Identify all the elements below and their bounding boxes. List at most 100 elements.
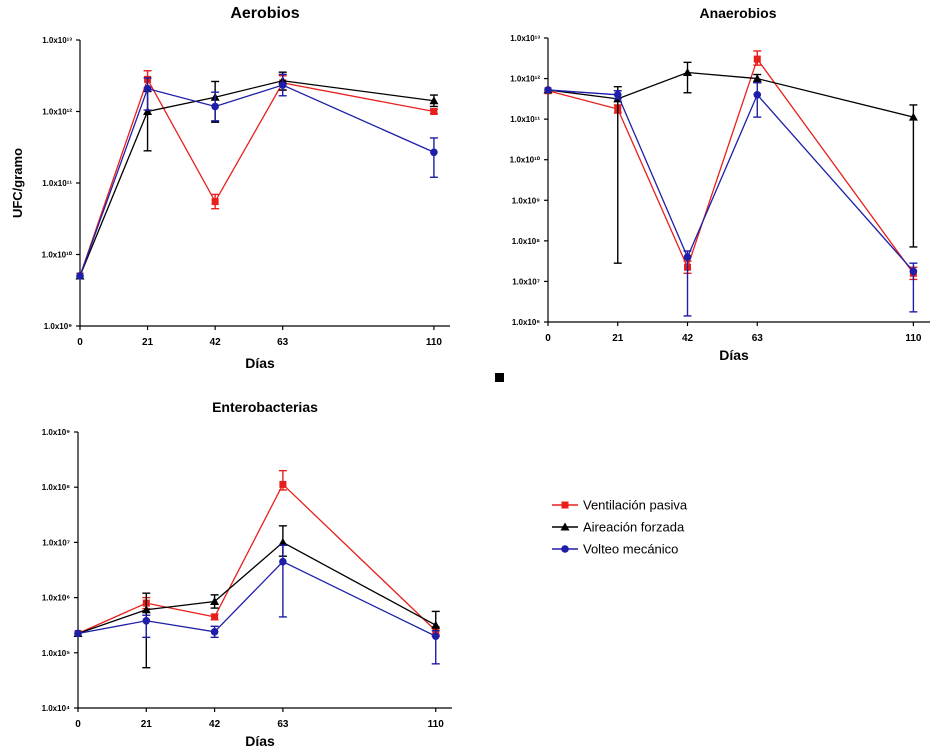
y-tick-label: 1.0x10⁶ [42,594,70,603]
data-point [909,267,918,276]
series-line [79,77,435,277]
x-tick-label: 110 [426,337,443,348]
y-tick-label: 1.0x10¹¹ [510,115,540,124]
legend-label: Ventilación pasiva [583,498,688,513]
data-point [430,108,438,115]
data-point [683,67,693,76]
data-point [143,84,152,93]
y-tick-label: 1.0x10⁸ [42,483,70,492]
x-tick-label: 21 [141,719,153,730]
y-tick-label: 1.0x10¹³ [42,36,72,45]
data-point [143,107,153,115]
y-tick-label: 1.0x10¹⁰ [42,251,73,260]
series-aireaci-n-forzada [75,71,439,280]
data-point [141,605,151,614]
x-axis-label: Días [719,347,749,363]
data-point [429,96,439,105]
series-volteo-mec-nico [76,73,438,280]
y-tick-label: 1.0x10⁷ [512,277,540,286]
y-tick-label: 1.0x10⁴ [42,704,70,713]
x-axis-label: Días [245,733,275,749]
series-ventilaci-n-pasiva [76,70,438,280]
data-point [211,102,219,111]
y-tick-label: 1.0x10¹² [510,75,540,84]
series-aireaci-n-forzada [543,61,918,264]
y-tick-label: 1.0x10⁶ [512,318,540,327]
chart-title: Enterobacterias [212,399,318,415]
data-point [753,55,761,63]
legend-item: Aireación forzada [552,520,685,535]
data-point [431,632,440,641]
data-point [430,148,438,157]
data-point [278,537,288,546]
series-line [547,89,914,272]
x-tick-label: 42 [209,719,221,730]
data-point [752,74,762,83]
series-line [79,84,435,277]
y-tick-label: 1.0x10¹³ [510,34,540,43]
legend-label: Volteo mecánico [583,542,678,557]
x-tick-label: 42 [210,337,222,348]
legend-item: Volteo mecánico [552,542,678,557]
chart-2: Anaerobios 1.0x10⁶ 1.0x10⁷ 1.0x10⁸ 1.0x10⁹ 1.… [510,5,930,363]
x-tick-label: 0 [77,337,83,348]
series-line [77,483,437,635]
x-tick-label: 0 [75,719,81,730]
marker-square-icon [495,373,504,382]
y-tick-label: 1.0x10¹² [42,108,72,117]
x-tick-label: 0 [545,333,551,344]
chart-3: Enterobacterias 1.0x10⁴ 1.0x10⁵ 1.0x10⁶ 1.0x… [42,399,452,749]
data-point [76,272,84,280]
data-point [279,557,287,566]
chart-1: Aerobios 1.0x10⁹ 1.0x10¹⁰ 1.0x10¹¹ 1.0x10¹² 1… [10,5,450,371]
legend-marker [561,545,569,553]
data-point [908,112,918,121]
y-tick-label: 1.0x10¹⁰ [510,156,541,165]
x-tick-label: 110 [428,719,445,730]
x-axis-label: Días [245,355,275,371]
data-point [279,480,287,488]
x-tick-label: 63 [277,719,289,730]
chart-title: Anaerobios [699,5,776,21]
data-point [142,616,151,625]
x-tick-label: 63 [277,337,289,348]
data-point [683,253,692,261]
series-aireaci-n-forzada [73,525,441,669]
chart-title: Aerobios [230,5,299,22]
data-point [753,91,762,99]
y-tick-label: 1.0x10⁷ [42,538,70,547]
y-tick-label: 1.0x10⁹ [42,428,70,437]
x-tick-label: 42 [682,333,694,344]
series-line [547,71,914,118]
x-tick-label: 63 [752,333,764,344]
data-point [211,613,219,621]
y-tick-label: 1.0x10¹¹ [42,179,72,188]
legend-marker [561,501,569,509]
series-line [77,560,437,637]
y-tick-label: 1.0x10⁸ [512,237,540,246]
data-point [74,629,82,638]
legend-item: Ventilación pasiva [552,498,688,513]
series-volteo-mec-nico [74,544,440,665]
series-line [79,80,434,277]
data-point [210,628,219,636]
series-line [547,57,914,274]
legend: Ventilación pasiva Aireación forzada Volte… [552,498,688,557]
y-tick-label: 1.0x10⁵ [42,649,70,658]
y-tick-label: 1.0x10⁹ [512,196,540,205]
x-tick-label: 21 [142,337,154,348]
data-point [210,596,220,605]
series-volteo-mec-nico [544,81,918,317]
x-tick-label: 21 [612,333,624,344]
legend-marker [560,522,570,531]
y-tick-label: 1.0x10⁹ [44,322,72,331]
data-point [431,620,441,629]
data-point [544,86,552,94]
legend-label: Aireación forzada [583,520,685,535]
y-axis-label: UFC/gramo [10,148,25,218]
data-point [278,81,287,89]
data-point [211,198,219,206]
series-ventilaci-n-pasiva [544,50,918,281]
x-tick-label: 110 [905,333,922,344]
